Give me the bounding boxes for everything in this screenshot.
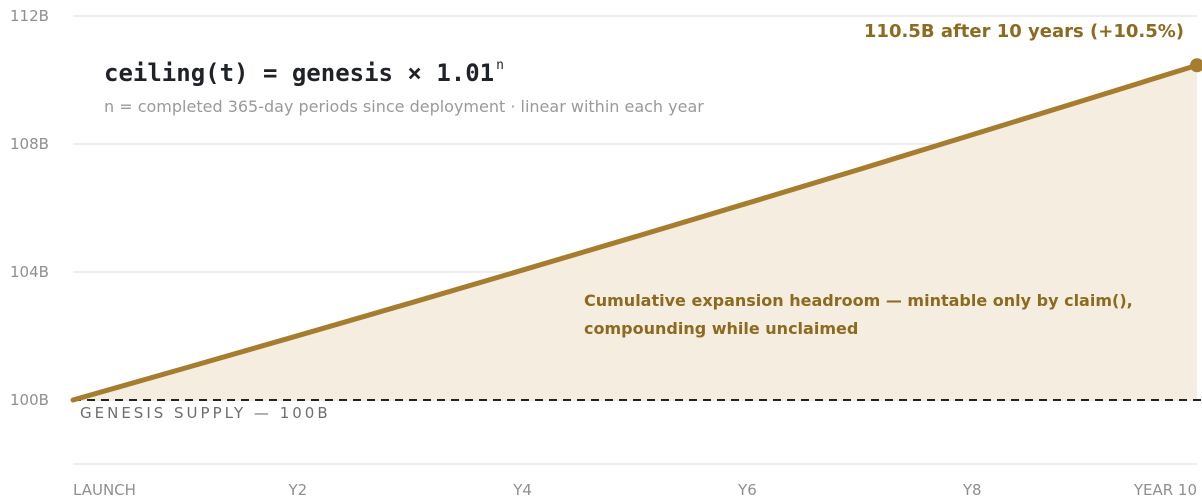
y-axis-ticks: 100B 104B 108B 112B — [10, 7, 49, 409]
x-tick-label: LAUNCH — [73, 481, 136, 499]
genesis-label: GENESIS SUPPLY — 100B — [80, 404, 331, 422]
x-tick-label: Y2 — [287, 481, 307, 499]
ceiling-line — [70, 62, 1200, 403]
x-tick-label: Y4 — [512, 481, 532, 499]
x-axis-ticks: LAUNCH Y2 Y4 Y6 Y8 YEAR 10 — [73, 481, 1197, 499]
area-annotation: Cumulative expansion headroom — mintable… — [584, 287, 1133, 343]
y-tick-label: 104B — [10, 263, 49, 281]
ceiling-series — [70, 58, 1202, 403]
formula-note: n = completed 365-day periods since depl… — [104, 97, 704, 116]
endpoint-annotation: 110.5B after 10 years (+10.5%) — [863, 21, 1184, 42]
y-tick-label: 108B — [10, 135, 49, 153]
area-annotation-line-2: compounding while unclaimed — [584, 319, 859, 338]
x-tick-label: YEAR 10 — [1133, 481, 1197, 499]
y-tick-label: 100B — [10, 391, 49, 409]
headroom-fill — [73, 65, 1197, 400]
x-tick-label: Y8 — [962, 481, 982, 499]
formula: ceiling(t) = genesis × 1.01 n — [104, 58, 504, 87]
headroom-area — [73, 65, 1197, 400]
y-tick-label: 112B — [10, 7, 49, 25]
x-tick-label: Y6 — [737, 481, 757, 499]
endpoint-marker — [1190, 58, 1202, 73]
formula-text: ceiling(t) = genesis × 1.01 — [104, 59, 495, 87]
area-annotation-line-1: Cumulative expansion headroom — mintable… — [584, 291, 1133, 310]
formula-exponent: n — [496, 58, 504, 73]
